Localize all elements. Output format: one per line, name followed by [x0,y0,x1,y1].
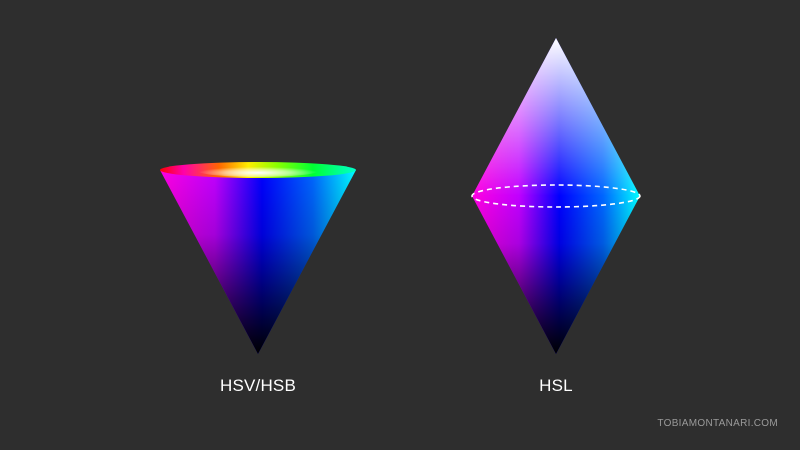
hsl-label: HSL [539,376,573,395]
hsl-bicone [471,38,641,354]
hsl-bicone-bottom-shade [472,196,640,354]
hsv-cone [160,162,356,354]
credit-text: TOBIAMONTANARI.COM [657,418,778,429]
hsv-cone-top-rim-center [198,165,318,177]
hsv-label: HSV/HSB [219,376,297,395]
hsl-bicone-top-light [472,38,640,196]
hsl-equator-dashed-ring [471,184,641,208]
hsv-cone-shade [160,170,356,354]
